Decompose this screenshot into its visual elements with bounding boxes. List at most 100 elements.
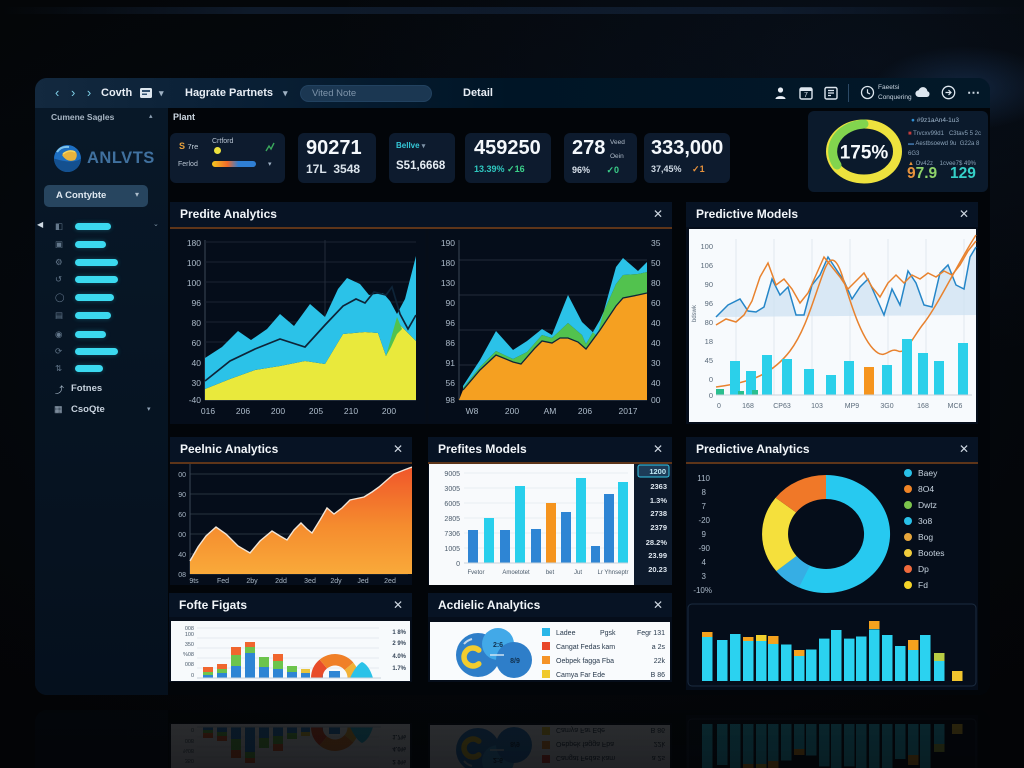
svg-text:Dwtz: Dwtz xyxy=(918,500,937,510)
svg-text:80: 80 xyxy=(192,318,202,328)
svg-text:0: 0 xyxy=(709,391,713,400)
svg-text:Fvetor: Fvetor xyxy=(467,570,484,576)
svg-text:3: 3 xyxy=(702,572,707,581)
svg-text:3005: 3005 xyxy=(444,486,460,493)
svg-text:100: 100 xyxy=(700,242,713,251)
svg-text:Oebpek fagga Fba: Oebpek fagga Fba xyxy=(556,658,614,665)
svg-text:7306: 7306 xyxy=(444,531,460,538)
svg-text:2dy: 2dy xyxy=(330,578,342,585)
svg-text:016: 016 xyxy=(201,406,215,416)
svg-text:210: 210 xyxy=(344,406,358,416)
svg-text:103: 103 xyxy=(811,403,823,410)
svg-text:2363: 2363 xyxy=(650,482,667,491)
svg-text:MP9: MP9 xyxy=(845,403,860,410)
svg-text:Fd: Fd xyxy=(918,580,928,590)
svg-text:40: 40 xyxy=(651,338,661,348)
svg-text:130: 130 xyxy=(441,278,455,288)
svg-text:22k: 22k xyxy=(654,658,666,665)
svg-text:18: 18 xyxy=(705,337,713,346)
svg-text:35: 35 xyxy=(651,238,661,248)
svg-text:Cangat Fedas kam: Cangat Fedas kam xyxy=(556,644,615,651)
svg-text:0: 0 xyxy=(709,375,713,384)
svg-text:3o8: 3o8 xyxy=(918,516,932,526)
svg-text:200: 200 xyxy=(505,406,519,416)
svg-text:168: 168 xyxy=(742,403,754,410)
svg-text:50: 50 xyxy=(651,258,661,268)
svg-text:206: 206 xyxy=(578,406,592,416)
svg-text:1.7%: 1.7% xyxy=(392,666,406,672)
svg-text:00: 00 xyxy=(178,472,186,479)
svg-text:106: 106 xyxy=(700,261,713,270)
svg-text:168: 168 xyxy=(917,403,929,410)
svg-text:8/9: 8/9 xyxy=(510,658,520,665)
svg-text:100: 100 xyxy=(185,632,194,638)
svg-text:91: 91 xyxy=(446,358,456,368)
svg-text:CP63: CP63 xyxy=(773,403,791,410)
svg-text:2805: 2805 xyxy=(444,516,460,523)
svg-text:008: 008 xyxy=(185,662,194,668)
svg-text:2by: 2by xyxy=(246,578,258,585)
svg-text:60: 60 xyxy=(178,512,186,519)
svg-text:206: 206 xyxy=(236,406,250,416)
svg-text:Ladee: Ladee xyxy=(556,630,576,637)
svg-text:3ed: 3ed xyxy=(304,578,316,585)
svg-text:008: 008 xyxy=(185,626,194,632)
svg-text:110: 110 xyxy=(697,474,710,483)
svg-text:56: 56 xyxy=(446,378,456,388)
svg-text:9005: 9005 xyxy=(444,471,460,478)
svg-text:-10%: -10% xyxy=(693,586,712,595)
svg-text:Jed: Jed xyxy=(357,578,368,585)
svg-text:23.99: 23.99 xyxy=(648,551,667,560)
svg-text:40: 40 xyxy=(651,378,661,388)
svg-text:1005: 1005 xyxy=(444,546,460,553)
svg-text:2017: 2017 xyxy=(619,406,638,416)
svg-text:180: 180 xyxy=(441,258,455,268)
svg-text:20.23: 20.23 xyxy=(648,565,667,574)
svg-text:2 9%: 2 9% xyxy=(392,641,406,647)
svg-text:190: 190 xyxy=(441,238,455,248)
svg-text:40: 40 xyxy=(651,318,661,328)
svg-text:0: 0 xyxy=(456,561,460,568)
svg-text:08: 08 xyxy=(178,572,186,579)
svg-text:Fegr 131: Fegr 131 xyxy=(637,630,665,637)
svg-text:2:6: 2:6 xyxy=(493,642,503,649)
svg-text:96: 96 xyxy=(446,318,456,328)
svg-text:8O4: 8O4 xyxy=(918,484,934,494)
svg-text:30: 30 xyxy=(192,378,202,388)
svg-text:MC6: MC6 xyxy=(948,403,963,410)
svg-text:W8: W8 xyxy=(466,406,479,416)
svg-text:80: 80 xyxy=(651,278,661,288)
svg-text:-90: -90 xyxy=(698,544,710,553)
svg-text:180: 180 xyxy=(187,238,201,248)
svg-text:9ts: 9ts xyxy=(189,578,199,585)
svg-text:Jut: Jut xyxy=(574,570,582,576)
svg-text:Bog: Bog xyxy=(918,532,933,542)
svg-text:60: 60 xyxy=(651,298,661,308)
svg-text:1 8%: 1 8% xyxy=(392,630,406,636)
svg-text:a 2s: a 2s xyxy=(652,644,666,651)
svg-text:Pgsk: Pgsk xyxy=(600,630,616,637)
svg-text:40: 40 xyxy=(178,552,186,559)
svg-text:8: 8 xyxy=(702,488,707,497)
svg-text:Lr Yhnseptr: Lr Yhnseptr xyxy=(598,570,629,576)
svg-text:AM: AM xyxy=(544,406,557,416)
svg-text:Bootes: Bootes xyxy=(918,548,944,558)
svg-text:1.3%: 1.3% xyxy=(650,496,667,505)
svg-text:4: 4 xyxy=(702,558,707,567)
svg-text:0: 0 xyxy=(717,403,721,410)
svg-text:200: 200 xyxy=(382,406,396,416)
svg-text:Amoetotet: Amoetotet xyxy=(502,570,530,576)
svg-text:Fed: Fed xyxy=(217,578,229,585)
svg-text:80: 80 xyxy=(705,318,713,327)
svg-text:Baey: Baey xyxy=(918,468,938,478)
svg-text:9: 9 xyxy=(702,530,707,539)
svg-text:0: 0 xyxy=(191,673,194,679)
svg-text:96: 96 xyxy=(192,298,202,308)
svg-text:-20: -20 xyxy=(698,516,710,525)
svg-text:90: 90 xyxy=(178,492,186,499)
svg-text:205: 205 xyxy=(309,406,323,416)
svg-text:Dp: Dp xyxy=(918,564,929,574)
svg-text:00: 00 xyxy=(651,395,661,405)
svg-text:90: 90 xyxy=(446,298,456,308)
svg-text:28.2%: 28.2% xyxy=(646,538,668,547)
